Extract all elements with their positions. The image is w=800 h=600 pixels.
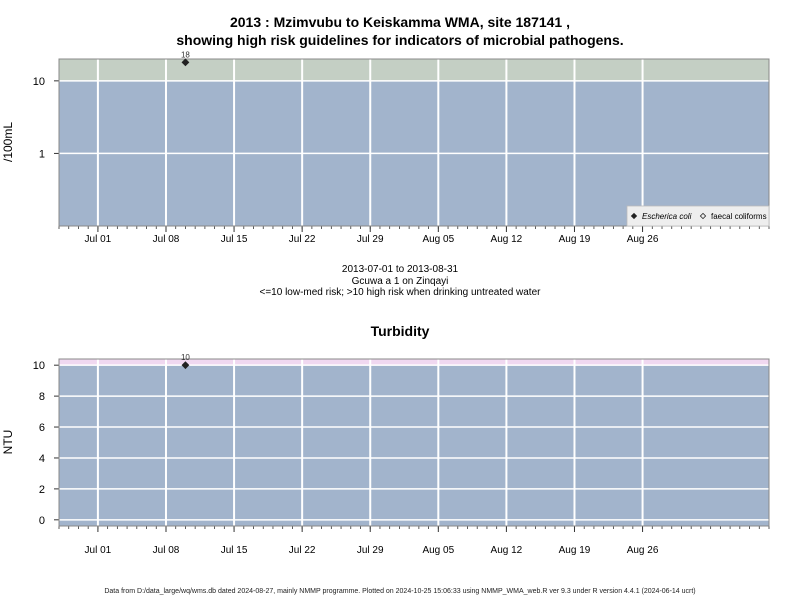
x-tick-label: Aug 05 [422,234,454,245]
microbial-chart: Jul 01 Jul 08 Jul 15 Jul 22 Jul 29 Aug 05 Aug … [1,50,770,245]
y-tick-label: 10 [33,360,45,372]
legend-marker [699,212,707,220]
chart-title-line2: showing high risk guidelines for indicat… [176,32,624,48]
x-tick-label: Aug 19 [559,545,591,556]
legend-entry: faecal coliforms [711,212,767,221]
xlabel-line-3: <=10 low-med risk; >10 high risk when dr… [259,287,541,298]
y-axis-label: /100mL [1,122,15,162]
x-tick-label: Jul 29 [357,234,384,245]
risk-band-1 [59,359,769,366]
y-tick-label: 10 [33,76,45,88]
legend-box [626,205,770,227]
risk-band-0 [59,365,769,526]
x-tick-label: Jul 29 [357,545,384,556]
footer-note: Data from D:/data_large/wq/wms.db dated … [104,588,696,595]
y-tick-label: 1 [39,148,45,160]
y-tick-label: 8 [39,391,45,403]
x-tick-label: Aug 19 [559,234,591,245]
x-tick-label: Jul 01 [85,545,112,556]
turbidity-chart: Jul 01 Jul 08 Jul 15 Jul 22 Jul 29 Aug 05 Aug … [1,353,770,556]
plot-frame [58,58,770,227]
xlabel-line-1: 2013-07-01 to 2013-08-31 [341,264,459,275]
x-tick-label: Aug 12 [491,545,523,556]
data-point [181,58,190,67]
x-tick-label: Aug 26 [627,545,659,556]
plot-frame [58,358,770,527]
x-tick-label: Aug 12 [491,234,523,245]
x-tick-label: Jul 08 [153,234,180,245]
data-point [181,361,190,370]
x-tick-label: Jul 22 [289,545,316,556]
xlabel-line-2: Gcuwa a 1 on Zinqayi [351,276,449,287]
y-tick-label: 4 [39,453,45,465]
x-tick-label: Aug 05 [422,545,454,556]
x-tick-label: Jul 15 [221,234,248,245]
turbidity-title: Turbidity [370,323,430,339]
x-tick-label: Jul 08 [153,545,180,556]
data-label: 18 [181,50,190,59]
y-tick-label: 6 [39,422,45,434]
risk-band-1 [59,59,769,81]
x-tick-label: Aug 26 [627,234,659,245]
y-tick-label: 0 [39,515,45,527]
y-tick-label: 2 [39,484,45,496]
chart-title-line1: 2013 : Mzimvubu to Keiskamma WMA, site 1… [229,14,570,30]
legend-marker [630,212,638,220]
data-label: 10 [181,353,190,362]
x-tick-label: Jul 15 [221,545,248,556]
legend-entry: Escherica coli [642,212,692,221]
y-axis-label: NTU [1,430,15,455]
x-tick-label: Jul 01 [85,234,112,245]
x-tick-label: Jul 22 [289,234,316,245]
